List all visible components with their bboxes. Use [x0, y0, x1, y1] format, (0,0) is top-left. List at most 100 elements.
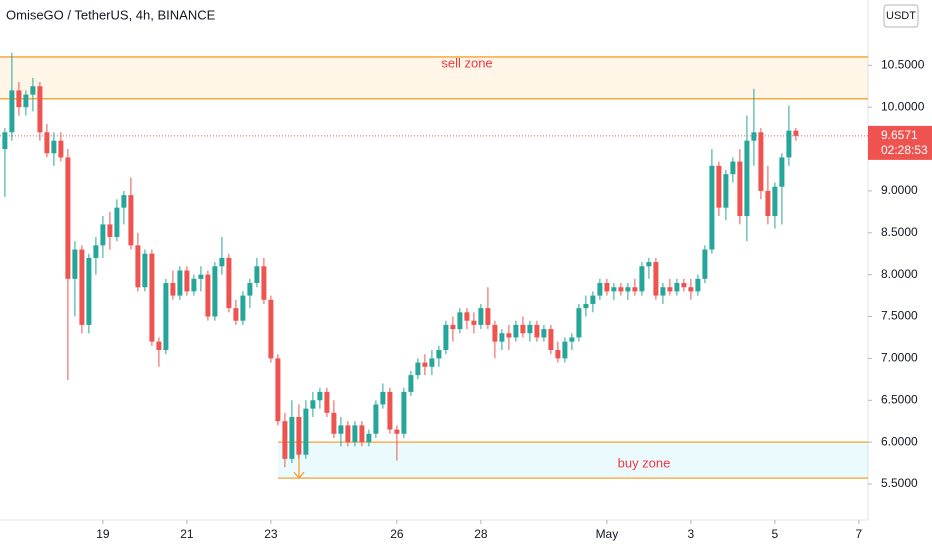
candle-body — [58, 140, 64, 158]
candle-body — [240, 295, 246, 321]
countdown-label: 02:28:53 — [881, 143, 928, 157]
candle-body — [457, 312, 463, 330]
candle-body — [72, 249, 78, 279]
zone-label: sell zone — [441, 55, 492, 70]
candle-body — [107, 224, 113, 237]
candle-body — [576, 308, 582, 338]
candle-body — [359, 425, 365, 443]
candle-body — [100, 224, 106, 246]
x-tick-label: 28 — [474, 527, 488, 541]
candle-body — [485, 308, 491, 325]
candle-body — [86, 257, 92, 325]
candle-body — [786, 130, 792, 158]
currency-box[interactable] — [883, 4, 919, 28]
candle-body — [751, 132, 757, 141]
candle-body — [660, 287, 666, 296]
candle-body — [667, 287, 673, 292]
candle-body — [198, 274, 204, 279]
candle-body — [373, 404, 379, 434]
candle-body — [352, 425, 358, 443]
candle-body — [387, 391, 393, 430]
candle-body — [247, 283, 253, 296]
candle-body — [765, 190, 771, 217]
candle-body — [366, 433, 372, 443]
candle-body — [163, 283, 169, 351]
candle-body — [716, 165, 722, 208]
y-tick-label: 6.0000 — [881, 434, 918, 448]
y-tick-label: 9.0000 — [881, 183, 918, 197]
candle-body — [275, 358, 281, 422]
candle-body — [338, 425, 344, 434]
candle-body — [16, 90, 22, 108]
candle-body — [380, 391, 386, 405]
candle-body — [30, 86, 36, 95]
candle-body — [37, 86, 43, 133]
candle-body — [737, 161, 743, 217]
candle-body — [261, 266, 267, 300]
candle-body — [674, 283, 680, 292]
candle-body — [345, 425, 351, 443]
price-label: 9.6571 — [881, 128, 918, 142]
candle-body — [149, 253, 155, 342]
arrow-head — [293, 471, 305, 480]
candle-body — [478, 308, 484, 325]
candle-body — [303, 408, 309, 455]
candle-body — [611, 287, 617, 292]
candle-body — [709, 165, 715, 250]
candle-body — [583, 303, 589, 309]
candle-body — [555, 350, 561, 359]
candle-body — [506, 333, 512, 338]
candle-body — [604, 283, 610, 292]
candle-body — [212, 266, 218, 317]
x-tick-label: 7 — [856, 527, 863, 541]
candle-body — [772, 186, 778, 217]
candle-body — [513, 324, 519, 338]
candle-body — [135, 245, 141, 288]
candle-body — [289, 417, 295, 459]
x-tick-label: 23 — [264, 527, 278, 541]
candle-body — [184, 270, 190, 292]
candle-body — [282, 421, 288, 459]
candle-body — [590, 295, 596, 304]
candle-body — [436, 350, 442, 359]
y-tick-label: 6.5000 — [881, 392, 918, 406]
candle-body — [324, 391, 330, 413]
candle-body — [254, 266, 260, 284]
candle-body — [9, 90, 15, 133]
candle-body — [527, 324, 533, 334]
x-tick-label: May — [596, 527, 619, 541]
y-tick-label: 8.0000 — [881, 267, 918, 281]
candle-body — [408, 375, 414, 392]
candle-body — [156, 341, 162, 351]
candle-body — [170, 283, 176, 296]
candle-body — [142, 253, 148, 288]
y-tick-label: 8.5000 — [881, 225, 918, 239]
candle-body — [632, 287, 638, 292]
candle-body — [233, 308, 239, 321]
candle-body — [79, 249, 85, 325]
candle-body — [51, 140, 57, 154]
candle-body — [779, 157, 785, 187]
candle-body — [562, 341, 568, 359]
candle-body — [744, 140, 750, 217]
candle-body — [331, 412, 337, 434]
zone-area — [0, 56, 868, 99]
candle-body — [702, 249, 708, 279]
candle-body — [415, 362, 421, 376]
candle-body — [695, 278, 701, 292]
zone-label: buy zone — [618, 456, 671, 471]
currency-label[interactable]: USDT — [886, 10, 916, 22]
candle-body — [219, 257, 225, 267]
candle-body — [618, 287, 624, 292]
candle-body — [499, 333, 505, 342]
chart-title: OmiseGO / TetherUS, 4h, BINANCE — [6, 7, 216, 22]
candle-body — [569, 337, 575, 342]
price-label-box — [868, 125, 932, 160]
candle-body — [443, 324, 449, 351]
candle-body — [268, 299, 274, 359]
candle-body — [534, 324, 540, 338]
candle-body — [548, 329, 554, 351]
candle-body — [128, 195, 134, 246]
